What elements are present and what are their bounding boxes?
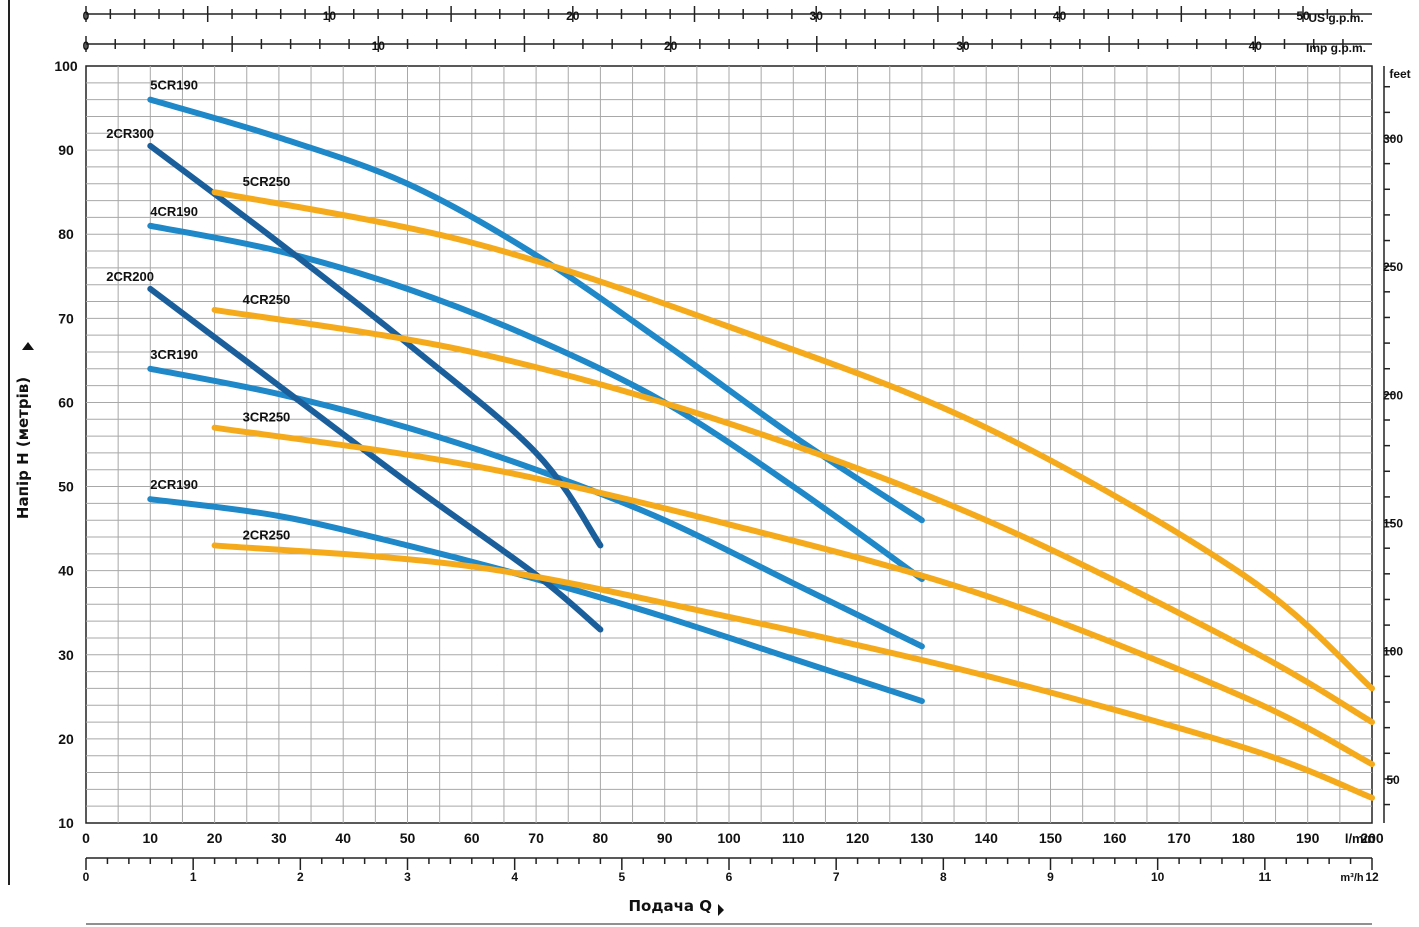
- curve-label-3cr190: 3CR190: [150, 347, 198, 362]
- curve-3cr190: [147, 365, 925, 650]
- x-tick-label: 90: [657, 830, 673, 846]
- imp-gpm-tick-label: 20: [664, 39, 678, 53]
- x-tick-label: 60: [464, 830, 480, 846]
- y-axis-title: Напір H (метрів): [14, 377, 32, 519]
- curve-labels: 5CR190 4CR190 3CR190 2CR190 2CR300 2CR200 5CR2…: [106, 78, 290, 543]
- x-tick-label: 160: [1103, 830, 1127, 846]
- imp-gpm-tick-label: 40: [1249, 39, 1263, 53]
- m3h-unit-label: m³/h: [1340, 872, 1364, 884]
- curve-2cr250: [211, 542, 1375, 801]
- x-tick-label: 190: [1296, 830, 1320, 846]
- x-tick-label: 70: [528, 830, 544, 846]
- x-tick-label: 50: [400, 830, 416, 846]
- feet-tick-label: 250: [1383, 260, 1403, 274]
- m3h-tick-label: 10: [1151, 870, 1165, 884]
- curve-label-3cr250: 3CR250: [243, 410, 291, 425]
- curve-label-5cr190: 5CR190: [150, 78, 198, 93]
- us-gpm-tick-label: 10: [323, 9, 337, 23]
- imp-gpm-tick-label: 30: [956, 39, 970, 53]
- x-tick-label: 30: [271, 830, 287, 846]
- curve-label-2cr200: 2CR200: [106, 269, 154, 284]
- y-tick-label: 40: [58, 563, 74, 579]
- y-tick-label: 30: [58, 647, 74, 663]
- x-tick-label: 80: [593, 830, 609, 846]
- us-gpm-tick-label: 0: [83, 9, 90, 23]
- x-tick-label: 10: [143, 830, 159, 846]
- curve-label-4cr250: 4CR250: [243, 292, 291, 307]
- curve-label-2cr250: 2CR250: [243, 527, 291, 542]
- x-tick-label: 150: [1039, 830, 1063, 846]
- curve-label-5cr250: 5CR250: [243, 174, 291, 189]
- us-gpm-tick-label: 20: [566, 9, 580, 23]
- curves: [147, 96, 1375, 801]
- x-axis-arrow-icon: [718, 904, 724, 916]
- y-tick-label: 100: [54, 58, 78, 74]
- us-gpm-unit-label: US g.p.m.: [1308, 11, 1363, 25]
- m3h-tick-label: 4: [511, 870, 518, 884]
- m3h-tick-label: 2: [297, 870, 304, 884]
- curve-3cr250: [211, 424, 1375, 768]
- y-tick-label: 20: [58, 731, 74, 747]
- us-gpm-tick-label: 40: [1053, 9, 1067, 23]
- m3h-tick-label: 1: [190, 870, 197, 884]
- y-tick-label: 90: [58, 142, 74, 158]
- x-tick-label: 140: [975, 830, 999, 846]
- feet-tick-label: 200: [1383, 388, 1403, 402]
- feet-tick-label: 100: [1383, 645, 1403, 659]
- x-tick-label: 100: [717, 830, 741, 846]
- m3h-tick-label: 0: [83, 870, 90, 884]
- curve-5cr250: [211, 189, 1375, 692]
- x-tick-label: 110: [782, 830, 805, 846]
- imp-gpm-tick-label: 0: [83, 39, 90, 53]
- x-axis-title: Подача Q: [629, 897, 713, 915]
- x-unit-label: l/min: [1345, 831, 1375, 846]
- curve-4cr190: [147, 222, 925, 583]
- curve-2cr300: [147, 142, 604, 549]
- curve-label-2cr190: 2CR190: [150, 477, 198, 492]
- feet-tick-label: 300: [1383, 132, 1403, 146]
- x-tick-label: 200: [1360, 830, 1384, 846]
- m3h-tick-label: 5: [618, 870, 625, 884]
- curve-label-4cr190: 4CR190: [150, 204, 198, 219]
- y-tick-label: 50: [58, 479, 74, 495]
- y-tick-label: 10: [58, 815, 74, 831]
- imp-gpm-tick-label: 10: [372, 39, 386, 53]
- m3h-tick-label: 7: [833, 870, 840, 884]
- m3h-tick-label: 12: [1365, 870, 1379, 884]
- m3h-tick-label: 11: [1258, 870, 1271, 884]
- feet-tick-label: 150: [1383, 517, 1403, 531]
- us-gpm-tick-label: 30: [810, 9, 824, 23]
- imp-gpm-unit-label: Imp g.p.m.: [1306, 41, 1366, 55]
- y-tick-label: 70: [58, 310, 74, 326]
- m3h-tick-label: 8: [940, 870, 947, 884]
- x-tick-label: 0: [82, 830, 90, 846]
- y-tick-label: 60: [58, 394, 74, 410]
- x-tick-label: 170: [1167, 830, 1191, 846]
- x-tick-label: 120: [846, 830, 870, 846]
- x-tick-label: 40: [335, 830, 351, 846]
- y-axis-arrow-icon: [22, 342, 34, 350]
- feet-unit-label: feet: [1389, 67, 1410, 81]
- x-tick-label: 180: [1232, 830, 1256, 846]
- y-tick-label: 80: [58, 226, 74, 242]
- m3h-tick-label: 9: [1047, 870, 1054, 884]
- x-tick-label: 20: [207, 830, 223, 846]
- curve-5cr190: [147, 96, 925, 524]
- us-gpm-tick-label: 50: [1296, 9, 1310, 23]
- feet-tick-label: 50: [1386, 773, 1400, 787]
- curve-2cr200: [147, 285, 604, 633]
- grid: [85, 65, 1373, 824]
- curve-4cr250: [211, 306, 1375, 726]
- x-tick-label: 130: [910, 830, 934, 846]
- m3h-tick-label: 3: [404, 870, 411, 884]
- m3h-tick-label: 6: [726, 870, 733, 884]
- curve-label-2cr300: 2CR300: [106, 126, 154, 141]
